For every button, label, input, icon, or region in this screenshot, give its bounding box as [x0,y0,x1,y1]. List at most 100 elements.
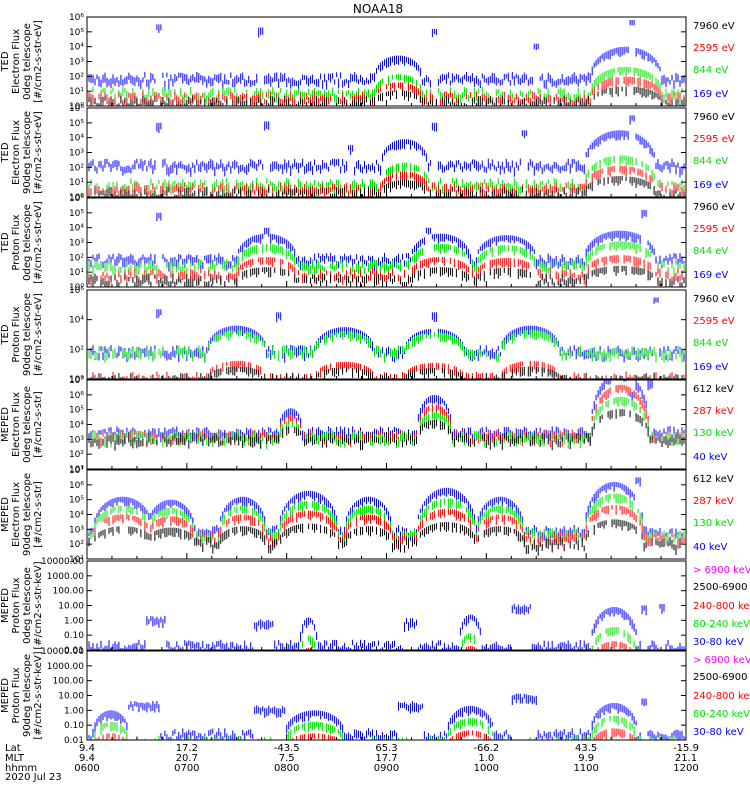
y-axis-title: MEPEDElectron Flux90deg telescope[#/cm2-… [0,473,44,556]
y-tick-label: 10¹ [69,87,84,97]
y-tick-label: 10³ [69,525,84,535]
legend-entry: 287 keV [693,496,734,507]
legend-entry: 7960 eV [693,294,735,305]
legend-entry: 2595 eV [693,134,735,145]
y-tick-label: 10² [69,450,84,460]
y-tick-label: 1.00 [64,706,84,716]
y-tick-label: 10⁰ [69,283,84,293]
x-tick-mlt: 9.4 [79,753,95,764]
legend-entry: 80-240 keV [693,709,750,720]
y-tick-label: 10⁴ [69,134,84,144]
series-blue [87,603,685,650]
y-axis-title: TEDProton Flux0deg telescope[#/cm2-s-str… [0,201,44,284]
x-tick-mlt: 21.1 [675,753,697,764]
y-tick-label: 10² [69,345,84,355]
panel-3: 10⁰ 10¹ 10² 10³ 10⁴ 10⁵ 10⁶ TEDProton Flux0deg … [0,194,735,293]
series-blue [87,477,685,543]
y-tick-label: 10³ [69,239,84,249]
y-tick-label: 10⁵ [69,209,84,219]
y-axis-title: MEPEDProton Flux90deg telescope[#/cm2-s-… [0,651,44,739]
series-green [302,627,637,650]
y-tick-label: 10⁴ [69,511,84,521]
legend-entry: 240-800 keV [693,601,750,612]
x-tick-lat: 17.2 [176,743,198,754]
legend-entry: 2595 eV [693,43,735,54]
y-tick-label: 10⁰ [69,193,84,203]
y-tick-label: 10⁵ [69,496,84,506]
x-row-label: MLT [5,753,25,764]
panel-5-frame [86,379,687,470]
y-tick-label: 10⁴ [69,316,84,326]
panel-1: 10⁰ 10¹ 10² 10³ 10⁴ 10⁵ 10⁶ TEDElectron Flux0de… [0,13,735,112]
x-tick-hhmm: 0600 [74,763,99,774]
x-tick-hhmm: 0800 [274,763,299,774]
y-axis-title: MEPEDElectron Flux0deg telescope[#/cm2-s… [0,386,44,463]
y-tick-label: 10⁰ [69,102,84,112]
x-tick-lat: -66.2 [473,743,499,754]
legend-entry: 7960 eV [693,112,735,123]
series-blue [87,115,685,178]
x-row-label: Lat [5,743,21,754]
legend-entry: 40 keV [693,452,727,463]
figure-title: NOAA18 [353,2,403,16]
legend-entry: 169 eV [693,362,728,373]
legend-entry: 7960 eV [693,202,735,213]
x-tick-hhmm: 0700 [174,763,199,774]
y-tick-label: 10.00 [58,692,84,702]
y-tick-label: 1000.00 [47,572,84,582]
series-blue [87,20,685,91]
series-black [87,519,681,556]
x-tick-mlt: 1.0 [478,753,494,764]
y-axis-title: TEDElectron Flux90deg telescope[#/cm2-s-… [0,111,44,194]
y-tick-label: 1.00 [64,616,84,626]
legend-entry: 130 keV [693,518,734,529]
series-black [87,265,685,287]
x-tick-hhmm: 1200 [673,763,698,774]
y-tick-label: 10⁷ [69,376,84,386]
y-tick-label: 0.01 [64,736,84,746]
panel-5: 10¹ 10² 10³ 10⁴ 10⁵ 10⁶ 10⁷ MEPEDElectron Flux0… [0,376,734,475]
x-tick-lat: 43.5 [575,743,597,754]
legend-entry: 2500-6900 [693,582,748,593]
panel-2-data [87,115,685,197]
x-tick-mlt: 9.9 [578,753,594,764]
panel-7-data [87,603,685,691]
panel-7-frame [86,560,687,651]
panel-2: 10⁰ 10¹ 10² 10³ 10⁴ 10⁵ 10⁶ TEDElectron Flux90d… [0,104,735,203]
y-tick-label: 10¹ [69,555,84,565]
x-tick-lat: 9.4 [79,743,95,754]
y-axis-title: MEPEDProton Flux0deg telescope[#/cm2-s-s… [0,561,44,649]
series-black [87,176,685,197]
y-tick-label: 1000.00 [47,662,84,672]
y-tick-label: 10⁵ [69,406,84,416]
x-tick-mlt: 17.7 [375,753,397,764]
y-tick-label: 10⁵ [69,119,84,129]
x-tick-lat: -43.5 [274,743,300,754]
y-tick-label: 10² [69,72,84,82]
x-row-label: hhmm [5,763,37,774]
legend-entry: 7960 eV [693,21,735,32]
y-tick-label: 10¹ [69,465,84,475]
legend-entry: 169 eV [693,270,728,281]
y-tick-label: 10⁶ [69,194,84,204]
y-tick-label: 10² [69,253,84,263]
series-red [304,641,633,650]
y-axis-title: TEDElectron Flux0deg telescope[#/cm2-s-s… [0,20,44,103]
series-green [88,329,685,363]
legend-entry: 2500-6900 [693,672,748,683]
x-tick-hhmm: 1000 [474,763,499,774]
legend-entry: 287 keV [693,406,734,417]
y-tick-label: 10⁷ [69,466,84,476]
y-tick-label: 0.10 [64,721,84,731]
y-tick-label: 10² [69,163,84,173]
series-blue [87,693,685,740]
series-red [96,728,637,740]
legend-entry: 2595 eV [693,224,735,235]
panels-group: 10⁰ 10¹ 10² 10³ 10⁴ 10⁵ 10⁶ TEDElectron Flux0de… [0,13,750,746]
y-tick-label: 10⁶ [69,481,84,491]
y-tick-label: 10⁶ [69,391,84,401]
series-magenta [87,666,684,691]
panel-4: 10⁰ 10² 10⁴ 10⁶ TEDProton Flux90deg telescop… [0,286,735,385]
y-tick-label: 10⁴ [69,43,84,53]
panel-6: 10¹ 10² 10³ 10⁴ 10⁵ 10⁶ 10⁷ MEPEDElectron Flux9… [0,466,734,565]
